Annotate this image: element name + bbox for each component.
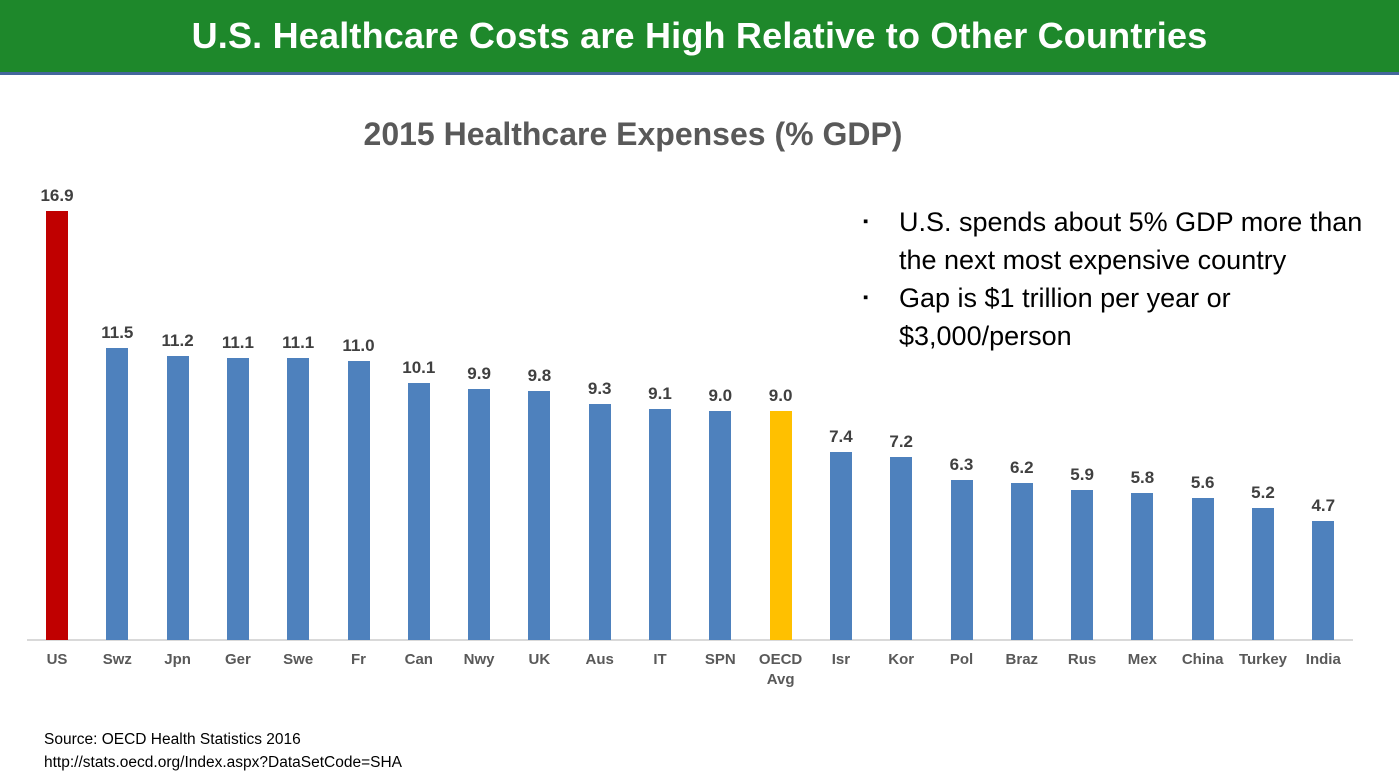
bullet-text: Gap is $1 trillion per year or $3,000/pe… <box>899 283 1231 351</box>
bar-value-label: 11.1 <box>282 333 315 352</box>
bar-value-label: 9.0 <box>768 386 793 405</box>
bar-category-label: Fr <box>351 651 366 668</box>
bar <box>1010 483 1033 640</box>
bullet-item: ▪ Gap is $1 trillion per year or $3,000/… <box>858 279 1399 355</box>
bar <box>226 358 249 640</box>
callout-bullets: ▪ U.S. spends about 5% GDP more than the… <box>858 203 1399 355</box>
bar <box>468 389 491 640</box>
bullet-marker: ▪ <box>863 289 869 306</box>
bar-category-label: OECD Avg <box>758 651 803 689</box>
bar-value-label: 5.6 <box>1190 473 1215 492</box>
bar <box>649 409 671 640</box>
bar-value-label: 7.2 <box>889 432 913 451</box>
bar <box>890 457 913 640</box>
bar-category-label: Isr <box>831 651 851 668</box>
bar-category-label: Nwy <box>463 651 495 668</box>
chart-title: 2015 Healthcare Expenses (% GDP) <box>363 116 903 152</box>
bar-value-label: 6.3 <box>949 455 974 474</box>
bar-value-label: 11.2 <box>161 331 194 350</box>
bar <box>287 358 310 640</box>
bar-value-label: 9.9 <box>467 364 491 383</box>
bar <box>1252 508 1274 640</box>
bar-category-label: Ger <box>224 651 251 668</box>
bar-category-label: Swe <box>283 651 314 668</box>
bar-category-label: Turkey <box>1238 651 1288 668</box>
bar <box>347 361 370 640</box>
bar-value-label: 9.0 <box>708 386 733 405</box>
x-axis-line <box>27 639 1353 641</box>
bar <box>528 391 551 640</box>
bar-value-label: 9.3 <box>587 379 612 398</box>
bar-value-label: 9.8 <box>527 366 552 385</box>
bar-value-label: 5.9 <box>1070 465 1094 484</box>
bar <box>1191 498 1214 640</box>
bar-category-label: Mex <box>1127 651 1157 668</box>
source-line: Source: OECD Health Statistics 2016 <box>44 731 301 748</box>
bar <box>950 480 973 640</box>
bar-category-label: Pol <box>949 651 974 668</box>
bar <box>166 356 189 640</box>
bar <box>709 411 732 640</box>
bar <box>407 383 430 640</box>
bar <box>1312 521 1335 640</box>
bar-category-label: Aus <box>585 651 614 668</box>
bar <box>588 404 611 640</box>
bullet-item: ▪ U.S. spends about 5% GDP more than the… <box>858 203 1399 279</box>
bar-value-label: 10.1 <box>402 358 436 377</box>
header-banner: U.S. Healthcare Costs are High Relative … <box>0 0 1399 75</box>
bar <box>829 452 852 640</box>
bar-category-label: IT <box>653 651 667 668</box>
bar-value-label: 16.9 <box>40 186 74 205</box>
bar-value-label: 11.0 <box>342 336 375 355</box>
bar-category-label: US <box>46 651 68 668</box>
bar-category-label: China <box>1181 651 1224 668</box>
bar-value-label: 5.2 <box>1251 483 1275 502</box>
bar-category-label: UK <box>528 651 551 668</box>
bar <box>1071 490 1094 640</box>
bar-category-label: SPN <box>704 651 736 668</box>
bar-category-label: Can <box>404 651 433 668</box>
source-url: http://stats.oecd.org/Index.aspx?DataSet… <box>44 754 403 771</box>
bar <box>46 211 68 640</box>
bar-category-label: India <box>1305 651 1341 668</box>
bullet-marker: ▪ <box>863 213 869 230</box>
bar-value-label: 11.1 <box>221 333 254 352</box>
bar-category-label: Swz <box>102 651 132 668</box>
bar-value-label: 7.4 <box>829 427 853 446</box>
bar-category-label: Rus <box>1067 651 1097 668</box>
bar-category-label: Braz <box>1005 651 1039 668</box>
bar-value-label: 9.1 <box>648 384 672 403</box>
source-note: Source: OECD Health Statistics 2016 http… <box>44 728 402 774</box>
bar-category-label: Kor <box>888 651 915 668</box>
bar-value-label: 11.5 <box>101 323 134 342</box>
bar-category-label: Jpn <box>164 651 191 668</box>
slide-title: U.S. Healthcare Costs are High Relative … <box>191 15 1208 56</box>
bar <box>1131 493 1154 640</box>
bar <box>106 348 129 640</box>
bar-value-label: 5.8 <box>1130 468 1155 487</box>
bar-value-label: 6.2 <box>1009 458 1034 477</box>
bullet-text: U.S. spends about 5% GDP more than the n… <box>899 207 1363 275</box>
bar-value-label: 4.7 <box>1311 496 1336 515</box>
bar <box>769 411 792 640</box>
